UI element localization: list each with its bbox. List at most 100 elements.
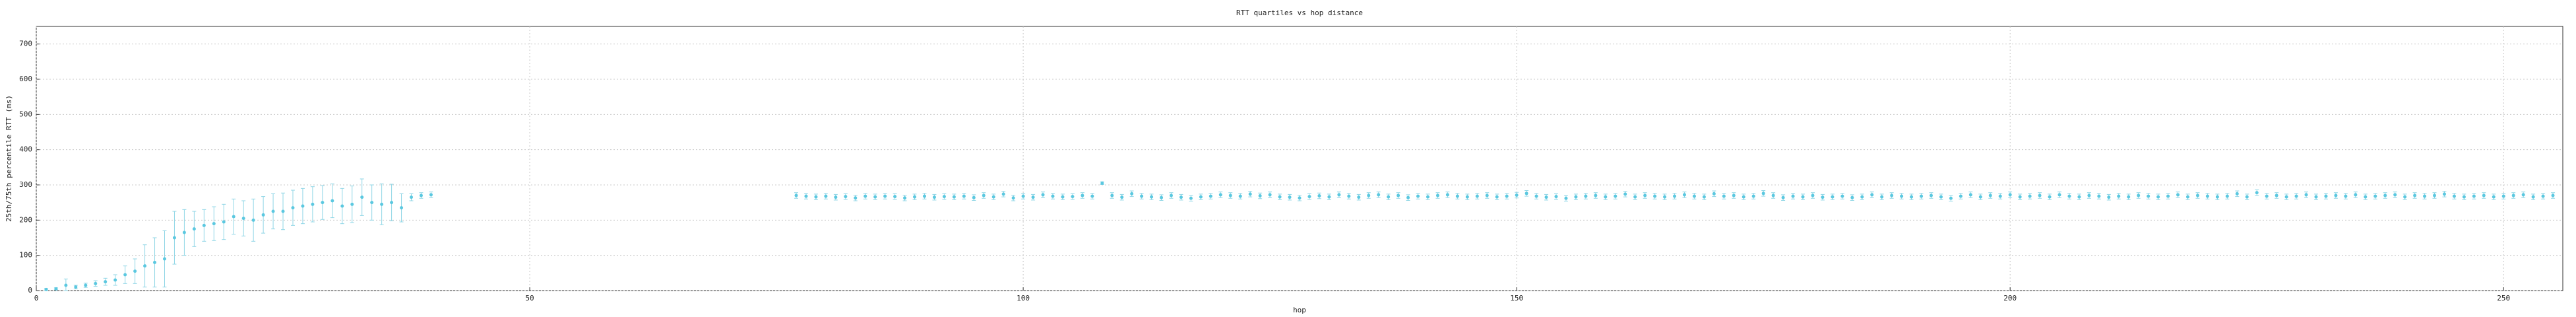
point xyxy=(1140,194,1144,198)
point xyxy=(321,201,325,205)
point xyxy=(1791,194,1795,198)
point xyxy=(2058,193,2061,197)
point xyxy=(1653,194,1657,198)
point xyxy=(2127,195,2131,199)
x-tick-label: 200 xyxy=(2003,294,2017,302)
point xyxy=(1189,196,1193,200)
point xyxy=(241,217,245,221)
point xyxy=(1959,194,1963,198)
point xyxy=(2462,195,2466,199)
point xyxy=(390,201,394,205)
point xyxy=(1209,194,1212,198)
point xyxy=(1435,194,1439,197)
point xyxy=(1090,194,1094,198)
point xyxy=(1860,195,1864,199)
point xyxy=(2156,195,2160,199)
point xyxy=(982,194,986,197)
point xyxy=(182,230,186,234)
point xyxy=(172,236,176,240)
point xyxy=(2097,194,2101,198)
point xyxy=(1811,194,1815,197)
plot-frame xyxy=(36,26,2563,291)
point xyxy=(2334,194,2338,197)
point xyxy=(1732,194,1736,197)
point xyxy=(1939,195,1943,199)
x-tick-label: 250 xyxy=(2497,294,2510,302)
point xyxy=(232,215,236,219)
point xyxy=(1643,194,1647,197)
point xyxy=(834,195,838,199)
point xyxy=(1880,195,1884,199)
point xyxy=(1455,194,1459,198)
point xyxy=(2354,193,2358,197)
point xyxy=(1160,195,1164,199)
point xyxy=(54,287,58,291)
point xyxy=(2541,194,2545,198)
point xyxy=(370,201,374,205)
point xyxy=(1604,195,1608,199)
point xyxy=(991,195,995,199)
point xyxy=(804,194,808,198)
point xyxy=(2087,194,2091,197)
point xyxy=(1001,192,1005,196)
point xyxy=(1179,195,1183,199)
point xyxy=(922,194,926,198)
point xyxy=(1218,193,1222,197)
point xyxy=(1426,195,1429,199)
point xyxy=(2038,194,2042,197)
point xyxy=(2067,194,2071,198)
point xyxy=(2185,195,2189,199)
point xyxy=(1692,194,1696,198)
point xyxy=(972,195,976,199)
point xyxy=(952,195,956,199)
point xyxy=(2324,194,2328,198)
x-axis-label: hop xyxy=(1293,306,1306,314)
point xyxy=(2501,194,2505,198)
point xyxy=(1021,194,1025,198)
y-tick-label: 500 xyxy=(19,110,32,118)
point xyxy=(2235,192,2239,195)
point xyxy=(1534,194,1538,198)
point xyxy=(123,273,127,277)
point xyxy=(2255,191,2259,195)
point xyxy=(1061,195,1065,199)
x-tick-label: 150 xyxy=(1510,294,1523,302)
point xyxy=(1968,193,1972,197)
point xyxy=(1900,194,1904,198)
point xyxy=(1673,194,1677,198)
point xyxy=(2364,195,2368,199)
point xyxy=(44,287,48,291)
point xyxy=(1870,193,1874,197)
point xyxy=(271,209,275,213)
point xyxy=(2531,195,2535,199)
point xyxy=(301,204,305,208)
point xyxy=(1298,196,1302,200)
point xyxy=(1584,194,1588,198)
point xyxy=(1998,194,2002,198)
chart-title: RTT quartiles vs hop distance xyxy=(1236,9,1363,17)
point xyxy=(311,202,315,206)
point xyxy=(2472,194,2476,198)
point xyxy=(202,223,206,227)
point xyxy=(824,194,828,198)
point xyxy=(1199,195,1203,199)
point xyxy=(2482,194,2486,197)
point xyxy=(864,194,867,198)
point xyxy=(2215,195,2219,199)
point xyxy=(1406,195,1410,199)
point xyxy=(1524,192,1528,195)
point xyxy=(1031,195,1035,199)
point xyxy=(1238,194,1242,198)
point xyxy=(1910,195,1914,199)
point xyxy=(2265,194,2269,198)
point xyxy=(1682,193,1686,197)
point xyxy=(873,195,877,199)
point xyxy=(1988,194,1992,197)
point xyxy=(2205,194,2209,198)
point xyxy=(104,280,108,284)
point xyxy=(1751,194,1755,198)
point xyxy=(1248,192,1252,196)
point xyxy=(1416,194,1420,198)
point xyxy=(1554,195,1558,199)
point xyxy=(2393,193,2397,197)
